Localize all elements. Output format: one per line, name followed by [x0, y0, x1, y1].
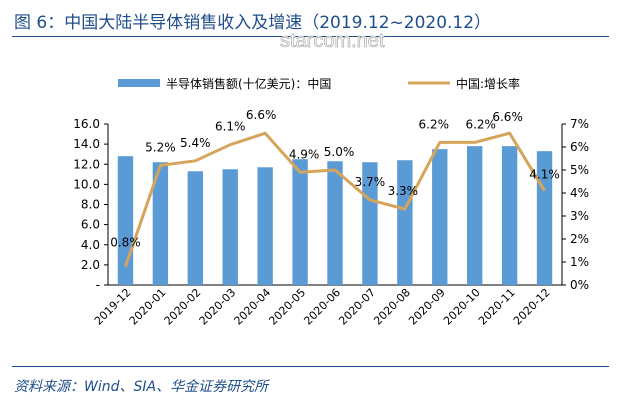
source-note: 资料来源：Wind、SIA、华金证券研究所	[14, 379, 269, 395]
legend-bar-swatch	[118, 79, 160, 87]
data-label: 6.6%	[492, 110, 523, 124]
bar	[152, 162, 169, 285]
data-label: 6.6%	[246, 108, 277, 122]
bar	[362, 162, 378, 285]
right-tick-label: 0%	[570, 278, 589, 292]
left-tick-label: 14.0	[73, 137, 100, 151]
right-tick-label: 4%	[570, 186, 589, 200]
left-tick-label: 2.0	[81, 258, 100, 272]
bar	[292, 159, 308, 285]
data-label: 6.1%	[215, 120, 246, 134]
right-tick-label: 7%	[570, 117, 589, 131]
title-divider	[12, 36, 609, 37]
x-tick-label: 2020-01	[127, 286, 169, 328]
data-label: 5.4%	[180, 136, 211, 150]
bar	[187, 171, 203, 285]
source-divider	[12, 366, 609, 367]
bar	[501, 146, 518, 285]
left-tick-label: 8.0	[81, 198, 100, 212]
left-tick-label: 12.0	[73, 157, 100, 171]
data-label: 0.8%	[110, 236, 141, 250]
bar	[467, 146, 483, 285]
left-tick-label: 4.0	[81, 238, 100, 252]
legend-bar-label: 半导体销售额(十亿美元)：中国	[166, 76, 331, 91]
data-label: 3.3%	[388, 184, 419, 198]
data-label: 5.2%	[145, 140, 176, 154]
left-tick-label: -	[96, 278, 100, 292]
data-label: 6.2%	[465, 117, 496, 131]
data-label: 4.1%	[529, 168, 560, 182]
x-tick-label: 2020-10	[441, 286, 483, 328]
left-tick-label: 6.0	[81, 218, 100, 232]
right-tick-label: 2%	[570, 232, 589, 246]
bar	[397, 160, 413, 285]
data-label: 6.2%	[419, 117, 450, 131]
bar	[222, 169, 238, 285]
right-tick-label: 6%	[570, 140, 589, 154]
right-tick-label: 3%	[570, 209, 589, 223]
bar	[327, 161, 343, 285]
x-tick-label: 2020-02	[162, 286, 204, 328]
x-tick-label: 2020-08	[371, 286, 413, 328]
left-tick-label: 16.0	[73, 117, 100, 131]
watermark: starcom.net	[280, 30, 385, 53]
x-tick-label: 2020-11	[476, 286, 518, 328]
chart-title: 图 6：中国大陆半导体销售收入及增速（2019.12~2020.12）	[14, 13, 492, 33]
data-label: 4.9%	[289, 147, 320, 161]
data-label: 3.7%	[355, 175, 386, 189]
x-tick-label: 2020-06	[301, 286, 343, 328]
data-label: 5.0%	[324, 145, 355, 159]
x-tick-label: 2020-07	[336, 286, 378, 328]
x-tick-label: 2020-03	[197, 286, 239, 328]
x-tick-label: 2020-04	[232, 286, 274, 328]
x-tick-label: 2020-12	[511, 286, 553, 328]
right-tick-label: 5%	[570, 163, 589, 177]
x-tick-label: 2020-05	[267, 286, 309, 328]
x-tick-label: 2020-09	[406, 286, 448, 328]
x-tick-label: 2019-12	[92, 286, 134, 328]
legend-line-label: 中国:增长率	[456, 76, 520, 91]
bar	[432, 149, 448, 285]
left-tick-label: 10.0	[73, 177, 100, 191]
growth-line	[124, 131, 546, 268]
bar	[257, 167, 273, 285]
right-tick-label: 1%	[570, 255, 589, 269]
